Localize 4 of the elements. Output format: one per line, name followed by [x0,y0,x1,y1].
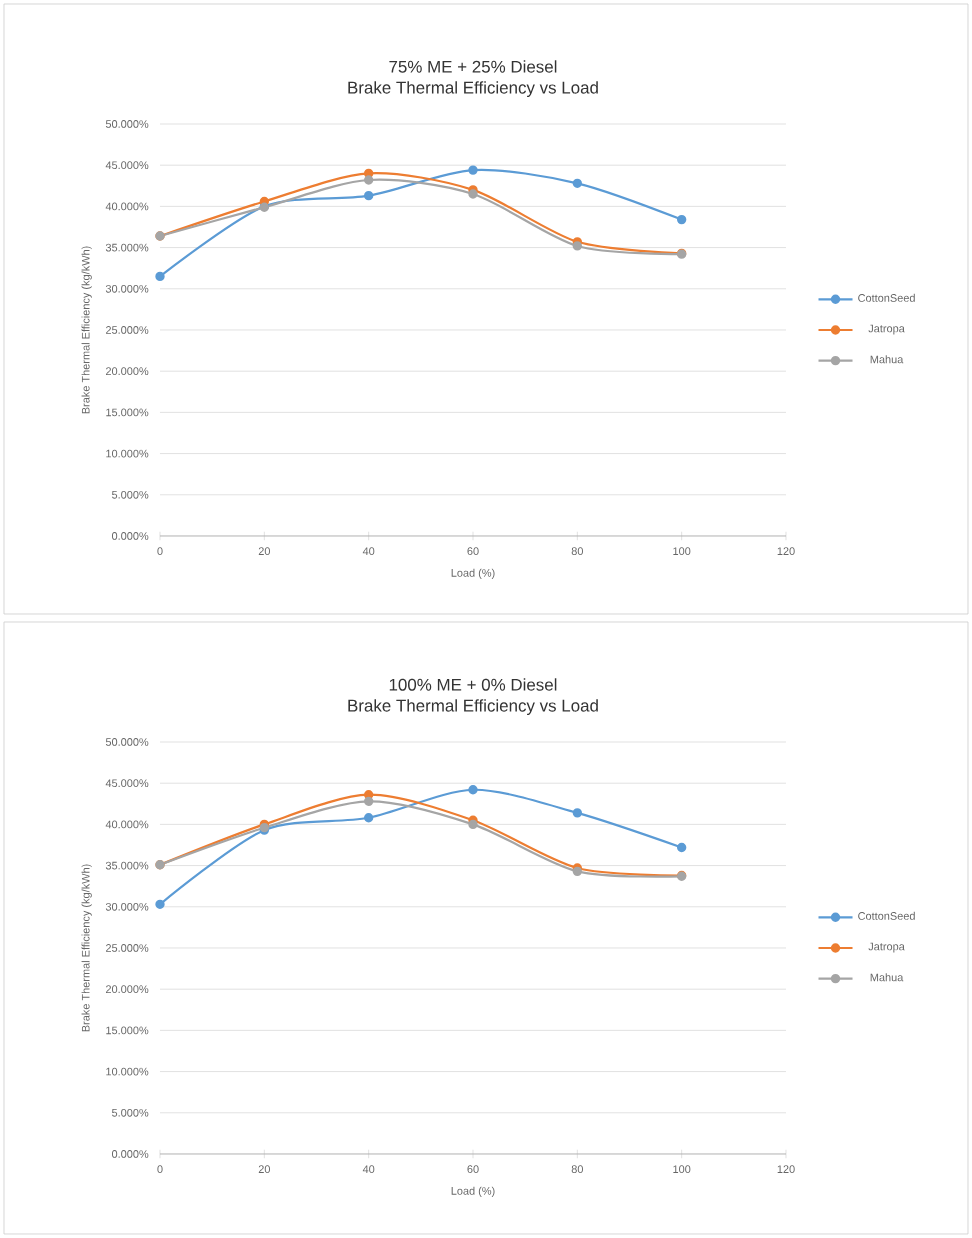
chart-subtitle: Brake Thermal Efficiency vs Load [348,81,598,97]
chart-title: 75% ME + 25% Diesel [389,60,557,73]
chart-title: 100% ME + 0% Diesel [389,678,557,691]
chart-subtitle: Brake Thermal Efficiency vs Load [348,699,598,715]
